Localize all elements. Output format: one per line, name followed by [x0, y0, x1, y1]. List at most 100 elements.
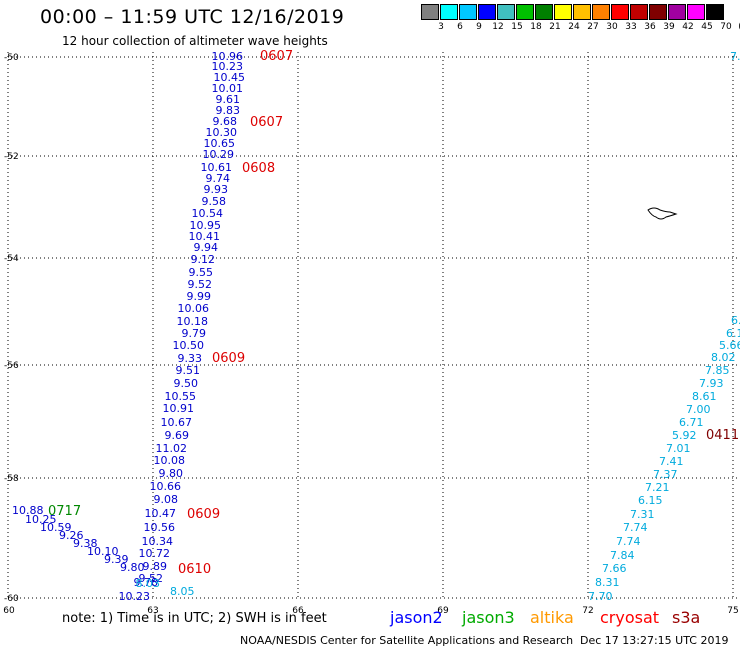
jason2-swh-label: 9.94 — [194, 241, 219, 254]
jason2-swh-label: 10.47 — [145, 507, 177, 520]
jason2-swh-label: 10.29 — [203, 148, 235, 161]
jason2-swh-label: 10.54 — [192, 207, 224, 220]
legend-label: 30 — [606, 22, 618, 32]
jason2-swh-label: 10.45 — [214, 71, 246, 84]
s3a-swh-label: 8.31 — [595, 576, 620, 589]
jason3-swh-label: 10.88 — [12, 504, 44, 517]
jason3-swh-label: 9.80 — [120, 561, 145, 574]
jason2-swh-label: 9.52 — [188, 278, 213, 291]
jason2-swh-label: 10.91 — [163, 402, 195, 415]
legend-label: 42 — [682, 22, 694, 32]
jason2-swh-label: 10.65 — [204, 137, 236, 150]
lon-tick-label: 75 — [727, 606, 738, 616]
s3a-swh-label: 7.31 — [630, 508, 655, 521]
generation-timestamp: Dec 17 13:27:15 UTC 2019 — [580, 634, 729, 647]
jason2-time-label: 0609 — [187, 507, 220, 522]
lon-tick-label: 72 — [582, 606, 593, 616]
legend-swatch — [611, 4, 629, 20]
legend-swatch — [440, 4, 458, 20]
legend-label: 12 — [492, 22, 504, 32]
legend-label: 39 — [663, 22, 675, 32]
legend-swatch — [706, 4, 724, 20]
lat-tick-label: -50 — [4, 53, 19, 63]
lat-tick-label: -54 — [4, 254, 19, 264]
jason2-swh-label: 9.74 — [206, 172, 231, 185]
lon-tick-label: 63 — [147, 606, 158, 616]
s3a-swh-label: 5.92 — [672, 429, 697, 442]
s3a-swh-label: 8.02 — [711, 351, 736, 364]
legend-label: 24 — [568, 22, 580, 32]
jason2-swh-label: 11.02 — [156, 442, 188, 455]
jason2-swh-label: 10.67 — [161, 416, 193, 429]
jason2-swh-label: 9.50 — [174, 377, 199, 390]
s3a-swh-label: 8.03 — [136, 577, 161, 590]
jason2-swh-label: 10.50 — [173, 339, 205, 352]
jason2-swh-label: 9.52 — [139, 572, 164, 585]
jason3-swh-label: 10.25 — [25, 513, 57, 526]
jason2-swh-label: 10.34 — [142, 535, 174, 548]
jason2-swh-label: 9.12 — [191, 253, 216, 266]
jason2-swh-label: 9.69 — [165, 429, 190, 442]
jason2-time-label: 0610 — [178, 562, 211, 577]
legend-swatch — [421, 4, 439, 20]
jason2-swh-label: 10.06 — [178, 302, 210, 315]
jason2-swh-label: 9.80 — [159, 467, 184, 480]
s3a-swh-label: 6.71 — [679, 416, 704, 429]
s3a-swh-label: 6.1 — [726, 327, 740, 340]
legend-label: 15 — [511, 22, 523, 32]
jason2-swh-label: 9.93 — [204, 183, 229, 196]
s3a-swh-label: 8.61 — [692, 390, 717, 403]
lat-tick-label: -58 — [4, 474, 19, 484]
jason2-swh-label: 10.23 — [119, 590, 151, 603]
jason2-swh-label: 10.66 — [150, 480, 182, 493]
jason3-swh-label: 9.26 — [59, 529, 84, 542]
s3a-swh-label: 7.66 — [602, 562, 627, 575]
jason2-swh-label: 10.23 — [212, 60, 244, 73]
satellite-legend-cryosat: cryosat — [600, 608, 660, 627]
legend-label: 18 — [530, 22, 542, 32]
legend-swatch — [649, 4, 667, 20]
jason2-swh-label: 9.08 — [154, 493, 179, 506]
jason2-swh-label: 9.79 — [182, 327, 207, 340]
jason2-swh-label: 10.41 — [189, 230, 221, 243]
page-title: 00:00 – 11:59 UTC 12/16/2019 — [40, 6, 345, 28]
legend-label: 33 — [625, 22, 637, 32]
s3a-swh-label: 7.74 — [623, 521, 648, 534]
jason2-swh-label: 9.58 — [202, 195, 227, 208]
jason2-swh-label: 9.55 — [189, 266, 214, 279]
axis-tick-labels: -50 -52 -54 -56 -58 -60 60 63 66 69 72 75 — [3, 53, 738, 616]
legend-label: 6 — [457, 22, 463, 32]
legend-label: 36 — [644, 22, 656, 32]
jason2-swh-label: 9.89 — [143, 560, 168, 573]
jason2-swh-label: 9.61 — [216, 93, 241, 106]
map-grid — [7, 52, 740, 600]
legend-label: (ft) — [735, 22, 740, 32]
jason2-swh-label: 9.99 — [187, 290, 212, 303]
legend-label: 70 — [720, 22, 732, 32]
legend-label: 3 — [438, 22, 444, 32]
s3a-swh-label: 6. — [731, 314, 740, 327]
legend-swatch — [668, 4, 686, 20]
s3a-swh-label: 7.37 — [653, 468, 678, 481]
legend-label: 21 — [549, 22, 561, 32]
lat-tick-label: -56 — [4, 361, 19, 371]
s3a-swh-label: 8.05 — [170, 585, 195, 598]
jason3-time-label: 0717 — [48, 504, 81, 519]
legend-label: 27 — [587, 22, 599, 32]
jason2-swh-label: 10.61 — [201, 161, 233, 174]
legend-swatch — [592, 4, 610, 20]
satellite-legend-altika: altika — [530, 608, 574, 627]
legend-label: 45 — [701, 22, 713, 32]
jason3-swh-label: 9.39 — [104, 553, 129, 566]
jason2-swh-label: 10.18 — [177, 315, 209, 328]
lat-tick-label: -60 — [4, 594, 19, 604]
s3a-swh-label: 7. — [730, 50, 740, 63]
jason2-swh-label: 10.30 — [206, 126, 238, 139]
footer-note: note: 1) Time is in UTC; 2) SWH is in fe… — [62, 611, 327, 626]
jason2-swh-label: 9.78 — [134, 576, 159, 589]
lon-tick-label: 66 — [292, 606, 304, 616]
legend-swatch — [535, 4, 553, 20]
s3a-swh-label: 7.70 — [588, 590, 613, 603]
s3a-time-label: 0411 — [706, 428, 739, 443]
